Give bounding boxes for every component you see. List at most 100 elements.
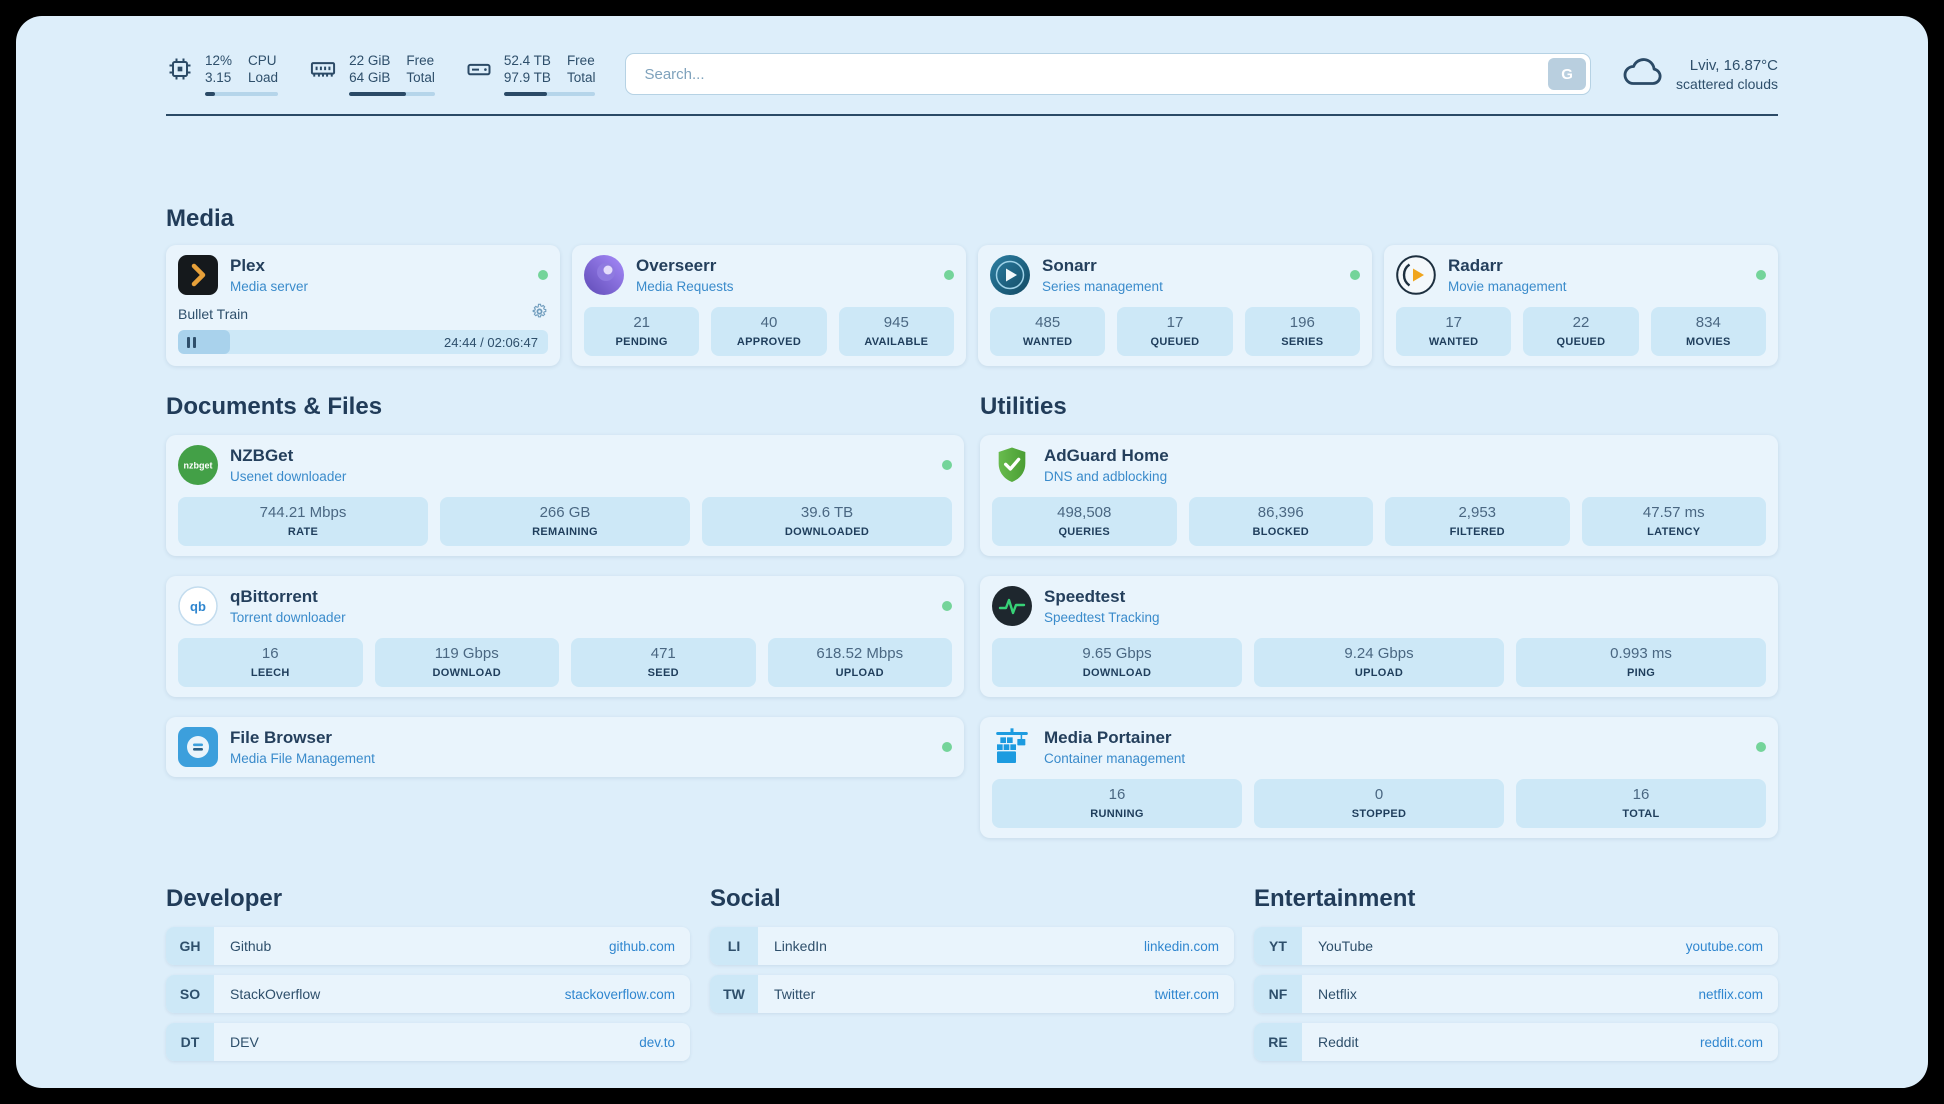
stat-value: 9.65 Gbps xyxy=(1082,645,1152,662)
service-card-qbittorrent[interactable]: qb qBittorrent Torrent downloader 16 LEE… xyxy=(166,576,964,697)
stat-label: WANTED xyxy=(1022,336,1073,348)
bookmark-domain[interactable]: twitter.com xyxy=(1154,986,1219,1002)
stat-label: DOWNLOAD xyxy=(432,667,501,679)
bookmark-row-twitter[interactable]: TW Twitter twitter.com xyxy=(710,975,1234,1013)
media-grid: Plex Media server Bullet Train 24 xyxy=(166,245,1778,366)
stat-pending: 21 PENDING xyxy=(584,307,700,356)
service-name: AdGuard Home xyxy=(1044,446,1169,465)
bookmark-domain[interactable]: github.com xyxy=(608,938,675,954)
section-title-utilities: Utilities xyxy=(980,393,1067,420)
status-dot xyxy=(944,270,954,280)
stat-label: FILTERED xyxy=(1449,526,1505,538)
stat-queries: 498,508 QUERIES xyxy=(992,497,1177,546)
status-dot xyxy=(1756,742,1766,752)
stat-download: 9.65 Gbps DOWNLOAD xyxy=(992,638,1242,687)
playback-progress-fill xyxy=(178,330,230,354)
stat-label: LATENCY xyxy=(1647,526,1701,538)
stat-value: 196 xyxy=(1289,314,1315,331)
memory-free-value: 22 GiB xyxy=(349,53,391,68)
bookmark-abbr: GH xyxy=(166,927,214,965)
service-card-filebrowser[interactable]: File Browser Media File Management xyxy=(166,717,964,777)
service-card-radarr[interactable]: Radarr Movie management 17 WANTED 22 QUE… xyxy=(1384,245,1778,366)
service-name: Sonarr xyxy=(1042,256,1097,275)
bookmark-domain[interactable]: reddit.com xyxy=(1699,1034,1763,1050)
bookmark-abbr: SO xyxy=(166,975,214,1013)
cpu-usage-bar xyxy=(205,92,279,96)
stat-wanted: 17 WANTED xyxy=(1396,307,1512,356)
service-name: NZBGet xyxy=(230,446,294,465)
service-subtitle: Speedtest Tracking xyxy=(1044,610,1160,625)
disk-icon xyxy=(465,55,493,88)
stat-value: 17 xyxy=(1166,314,1184,331)
stat-value: 16 xyxy=(1108,786,1126,803)
memory-icon xyxy=(308,55,338,88)
service-subtitle: Torrent downloader xyxy=(230,610,346,625)
bookmarks-developer: Developer GH Github github.com SO StackO… xyxy=(166,884,690,1071)
portainer-icon xyxy=(992,727,1032,767)
qbittorrent-icon: qb xyxy=(178,586,218,626)
cpu-load-label: Load xyxy=(248,70,279,85)
service-card-nzbget[interactable]: nzbget NZBGet Usenet downloader 744.21 M… xyxy=(166,435,964,556)
stat-label: DOWNLOADED xyxy=(784,526,870,538)
section-title-entertainment: Entertainment xyxy=(1254,885,1416,912)
pause-icon[interactable] xyxy=(187,336,196,348)
stat-blocked: 86,396 BLOCKED xyxy=(1188,497,1373,546)
search-input[interactable] xyxy=(630,65,1549,83)
settings-icon[interactable] xyxy=(531,303,548,324)
bookmark-row-netflix[interactable]: NF Netflix netflix.com xyxy=(1254,975,1778,1013)
bookmark-domain[interactable]: netflix.com xyxy=(1698,986,1763,1002)
service-subtitle: Usenet downloader xyxy=(230,469,347,484)
section-title-developer: Developer xyxy=(166,885,283,912)
bookmark-name: Twitter xyxy=(774,986,816,1002)
service-card-sonarr[interactable]: Sonarr Series management 485 WANTED 17 Q… xyxy=(978,245,1372,366)
service-card-plex[interactable]: Plex Media server Bullet Train 24 xyxy=(166,245,560,366)
bookmark-abbr: RE xyxy=(1254,1023,1302,1061)
service-card-portainer[interactable]: Media Portainer Container management 16 … xyxy=(980,717,1778,838)
stat-approved: 40 APPROVED xyxy=(711,307,827,356)
bookmarks-grid: Developer GH Github github.com SO StackO… xyxy=(166,884,1778,1071)
stat-download: 119 Gbps DOWNLOAD xyxy=(374,638,559,687)
service-card-adguard[interactable]: AdGuard Home DNS and adblocking 498,508 … xyxy=(980,435,1778,556)
bookmark-row-reddit[interactable]: RE Reddit reddit.com xyxy=(1254,1023,1778,1061)
nzbget-icon: nzbget xyxy=(178,445,218,485)
bookmark-domain[interactable]: linkedin.com xyxy=(1143,938,1219,954)
stat-label: RATE xyxy=(287,526,319,538)
stat-series: 196 SERIES xyxy=(1244,307,1360,356)
stat-available: 945 AVAILABLE xyxy=(838,307,954,356)
stat-value: 2,953 xyxy=(1458,504,1497,521)
stat-value: 16 xyxy=(261,645,279,662)
stat-label: UPLOAD xyxy=(835,667,884,679)
stat-value: 471 xyxy=(650,645,676,662)
bookmark-row-github[interactable]: GH Github github.com xyxy=(166,927,690,965)
service-name: qBittorrent xyxy=(230,587,318,606)
bookmark-domain[interactable]: youtube.com xyxy=(1685,938,1763,954)
bookmark-row-linkedin[interactable]: LI LinkedIn linkedin.com xyxy=(710,927,1234,965)
service-name: Plex xyxy=(230,256,265,275)
service-card-speedtest[interactable]: Speedtest Speedtest Tracking 9.65 Gbps D… xyxy=(980,576,1778,697)
bookmark-domain[interactable]: stackoverflow.com xyxy=(564,986,675,1002)
stat-value: 744.21 Mbps xyxy=(259,504,347,521)
bookmark-domain[interactable]: dev.to xyxy=(639,1034,675,1050)
service-subtitle: Media Requests xyxy=(636,279,734,294)
stat-value: 266 GB xyxy=(539,504,591,521)
bookmark-row-youtube[interactable]: YT YouTube youtube.com xyxy=(1254,927,1778,965)
bookmark-row-dev[interactable]: DT DEV dev.to xyxy=(166,1023,690,1061)
stat-label: PENDING xyxy=(615,336,668,348)
stat-latency: 47.57 ms LATENCY xyxy=(1581,497,1766,546)
stat-total: 16 TOTAL xyxy=(1516,779,1766,828)
service-card-overseerr[interactable]: Overseerr Media Requests 21 PENDING 40 A… xyxy=(572,245,966,366)
stat-value: 485 xyxy=(1035,314,1061,331)
search-provider-button[interactable]: G xyxy=(1548,58,1587,90)
stat-value: 47.57 ms xyxy=(1642,504,1705,521)
disk-total-value: 97.9 TB xyxy=(503,70,551,85)
memory-monitor: 22 GiB 64 GiB Free Total xyxy=(308,52,435,96)
service-subtitle: Container management xyxy=(1044,751,1186,766)
bookmark-row-stackoverflow[interactable]: SO StackOverflow stackoverflow.com xyxy=(166,975,690,1013)
stat-leech: 16 LEECH xyxy=(178,638,363,687)
disk-usage-bar-fill xyxy=(503,92,547,96)
cpu-monitor: 12% 3.15 CPU Load xyxy=(166,52,279,96)
stat-upload: 9.24 Gbps UPLOAD xyxy=(1254,638,1504,687)
memory-usage-bar xyxy=(349,92,435,96)
stat-label: UPLOAD xyxy=(1354,667,1404,679)
stat-value: 945 xyxy=(883,314,909,331)
